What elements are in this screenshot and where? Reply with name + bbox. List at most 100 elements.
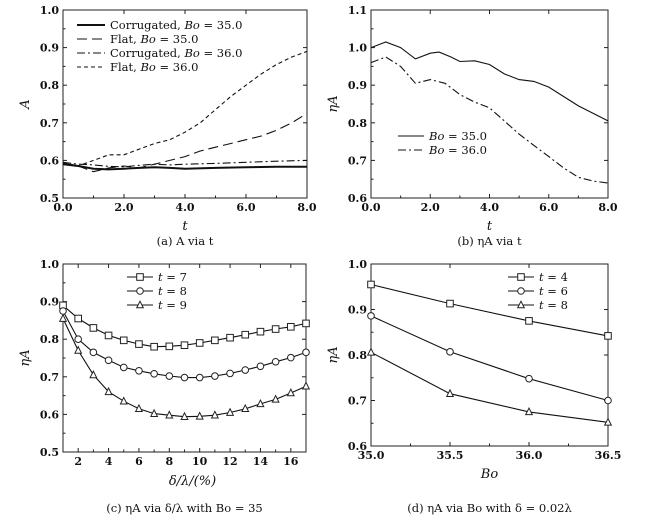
- legend-text-part: = 4: [544, 270, 568, 284]
- data-point: [256, 398, 265, 408]
- data-point: [367, 280, 375, 289]
- y-tick-label: 0.7: [348, 154, 367, 167]
- legend-text-part: = 35.0: [156, 32, 199, 46]
- data-point: [195, 339, 204, 347]
- legend-text-part: Bo: [183, 18, 199, 32]
- panel-a: 0.0 2.0 4.0 6.0 8.0 0.5 0.6 0.7 0.8 0.9 1.0 t A Corru…: [18, 4, 317, 248]
- legend-label: t = 4: [539, 270, 568, 284]
- data-point: [89, 324, 98, 332]
- data-point: [74, 335, 82, 344]
- x-axis-label: t: [182, 219, 188, 234]
- data-point: [150, 369, 158, 378]
- series-line: [62, 163, 307, 171]
- legend-marker: [516, 300, 526, 309]
- series-2: [62, 159, 308, 168]
- legend-label: t = 8: [539, 298, 568, 312]
- legend-text-part: = 7: [163, 270, 187, 284]
- data-point: [104, 386, 113, 396]
- data-point: [150, 408, 159, 417]
- legend-text-part: Corrugated,: [110, 18, 184, 32]
- legend-label: t = 8: [158, 284, 187, 298]
- legend-text-part: = 6: [544, 284, 568, 298]
- y-axis-label: ηA: [326, 95, 341, 112]
- x-tick-label: 6.0: [236, 201, 255, 214]
- panel-d: 35.0 35.5 36.0 36.5 0.6 0.7 0.8 0.9 1.0 Bo ηA t = 4…: [326, 258, 621, 515]
- legend-text-part: Bo: [428, 129, 444, 143]
- data-point: [89, 348, 98, 357]
- legend-text-part: t: [539, 270, 544, 284]
- series-line: [62, 159, 308, 168]
- data-point: [150, 342, 158, 351]
- data-point: [604, 332, 612, 340]
- legend-marker: [135, 300, 145, 309]
- x-tick-label: 36.5: [595, 449, 622, 462]
- data-point: [226, 333, 234, 342]
- legend-text-part: Bo: [428, 143, 444, 157]
- x-tick-label: 10: [192, 455, 208, 468]
- panel-b: 0.0 2.0 4.0 6.0 8.0 0.6 0.7 0.8 0.9 1.0 1.1 t ηA Bo =…: [326, 4, 618, 248]
- x-tick-label: 6.0: [539, 201, 558, 214]
- data-point: [104, 331, 113, 340]
- legend-marker: [517, 273, 525, 281]
- legend-text-part: = 35.0: [444, 129, 487, 143]
- data-point: [134, 403, 144, 413]
- series-line: [62, 318, 307, 418]
- y-tick-label: 0.9: [40, 296, 59, 309]
- data-point: [165, 372, 174, 380]
- data-point: [241, 366, 250, 374]
- y-tick-label: 1.0: [40, 258, 59, 271]
- legend-label: t = 7: [158, 270, 187, 284]
- y-axis-label: ηA: [326, 346, 341, 363]
- x-tick-label: 2.0: [421, 201, 440, 214]
- series-1: [59, 307, 310, 382]
- panel-c: 2 4 6 8 10 12 14 16 0.5 0.6 0.7 0.8 0.9 1.0 δ/λ/(%) ηA t…: [18, 258, 311, 515]
- data-point: [446, 299, 454, 308]
- legend-marker: [517, 287, 525, 295]
- plot-frame: [370, 263, 609, 447]
- legend-text-part: = 8: [163, 284, 187, 298]
- data-point: [271, 394, 280, 403]
- data-point: [74, 345, 83, 354]
- data-point: [367, 312, 375, 320]
- series-1: [367, 312, 612, 405]
- series-line: [62, 50, 308, 167]
- legend-label: Corrugated, Bo = 35.0: [110, 18, 242, 32]
- legend-text-part: t: [158, 284, 163, 298]
- data-point: [165, 410, 174, 419]
- panel-caption: (c) ηA via δ/λ with Bo = 35: [106, 501, 263, 515]
- y-tick-label: 0.7: [348, 395, 367, 408]
- data-point: [119, 336, 128, 345]
- y-tick-label: 0.5: [40, 446, 59, 459]
- data-point: [256, 362, 265, 371]
- series-3: [62, 50, 308, 167]
- y-tick-label: 0.7: [40, 117, 59, 130]
- series-1: [370, 56, 609, 184]
- y-tick-label: 0.8: [348, 349, 367, 362]
- series-2: [366, 347, 613, 426]
- data-point: [225, 407, 235, 416]
- data-point: [525, 317, 533, 325]
- data-point: [445, 388, 455, 397]
- legend-label: Bo = 35.0: [428, 129, 487, 143]
- legend-text-part: = 35.0: [200, 18, 243, 32]
- legend-label: Flat, Bo = 36.0: [110, 60, 198, 74]
- data-point: [271, 357, 280, 366]
- data-point: [135, 366, 143, 375]
- series-0: [370, 41, 609, 122]
- data-point: [165, 342, 174, 351]
- y-tick-label: 0.8: [40, 333, 59, 346]
- data-point: [59, 307, 67, 315]
- plot-frame: [370, 9, 609, 199]
- y-tick-label: 0.5: [40, 192, 59, 205]
- legend-text-part: = 36.0: [200, 46, 243, 60]
- series-line: [370, 351, 609, 423]
- x-tick-label: 35.0: [358, 449, 385, 462]
- data-point: [524, 406, 534, 416]
- data-point: [302, 348, 310, 357]
- y-tick-label: 0.9: [348, 304, 367, 317]
- data-point: [180, 411, 189, 420]
- data-point: [287, 353, 295, 362]
- data-point: [366, 347, 376, 356]
- data-point: [58, 313, 68, 322]
- y-tick-label: 0.6: [348, 192, 367, 205]
